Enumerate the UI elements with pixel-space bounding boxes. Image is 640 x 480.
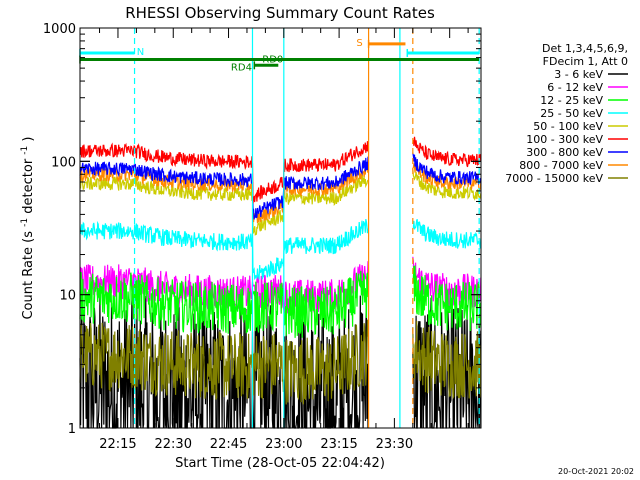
series-line-3 [79,218,482,281]
date-stamp: 20-Oct-2021 20:02 [558,467,634,476]
series-line-5 [79,136,482,204]
plot-frame [79,27,482,429]
x-axis-label: Start Time (28-Oct-05 22:04:42) [175,456,385,471]
y-axis-label-mid: detector [21,158,36,214]
legend-label-3: 25 - 50 keV [540,107,603,120]
series-line-6 [79,152,482,220]
legend-label-8: 7000 - 15000 keV [505,172,603,185]
legend-header-line-1: Det 1,3,4,5,6,9, [542,42,628,55]
y-axis-label-prefix: Count Rate (s [21,231,36,320]
legend-label-4: 50 - 100 keV [533,120,603,133]
flag-label-s: S [356,38,362,49]
y-tick-label-0: 1 [68,422,76,437]
y-axis-label: Count Rate (s -1 detector -1 ) [16,136,36,319]
flag-label-rd4: RD4 [231,62,252,73]
flag-label-rd0: RD0 [262,55,283,66]
series-line-4 [79,168,482,236]
y-axis-label-suffix: ) [21,136,36,141]
x-tick-label-1: 22:30 [155,437,192,452]
flag-label-n: N [137,47,144,58]
y-tick-label-2: 100 [51,155,76,170]
legend-label-7: 800 - 7000 keV [519,159,603,172]
x-tick-label-5: 23:30 [376,437,413,452]
x-tick-label-4: 23:15 [320,437,357,452]
chart-title: RHESSI Observing Summary Count Rates [125,4,435,22]
legend-label-6: 300 - 800 keV [526,146,603,159]
series-line-2 [79,265,482,338]
y-axis-label-sup2: -1 [20,146,30,155]
legend: Det 1,3,4,5,6,9, FDecim 1, Att 0 3 - 6 k… [505,42,628,185]
axis-layer: 1 10 100 1000 22:15 22:30 22:45 23:00 23:15 23:30 [43,22,481,452]
legend-label-1: 6 - 12 keV [547,81,603,94]
legend-label-2: 12 - 25 keV [540,94,603,107]
x-tick-label-2: 22:45 [210,437,247,452]
y-axis-label-sup1: -1 [20,218,30,227]
legend-header-line-2: FDecim 1, Att 0 [543,55,628,68]
legend-label-0: 3 - 6 keV [554,68,603,81]
data-layer [79,136,482,429]
x-tick-label-3: 23:00 [265,437,302,452]
overlay-layer: N S RD0 RD4 [79,28,480,428]
x-tick-label-0: 22:15 [99,437,136,452]
series-line-8 [79,319,482,405]
y-tick-label-1: 10 [59,289,76,304]
y-tick-label-3: 1000 [43,22,76,37]
legend-label-5: 100 - 300 keV [526,133,603,146]
